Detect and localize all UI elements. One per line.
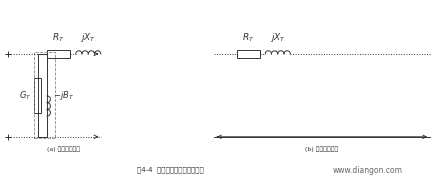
- Text: 图4-4  变压器电气参数等値电路: 图4-4 变压器电气参数等値电路: [137, 166, 203, 173]
- Text: (a) 厂型等値电路: (a) 厂型等値电路: [47, 147, 80, 152]
- Text: $R_T$: $R_T$: [52, 32, 65, 44]
- Bar: [34, 52, 55, 138]
- Text: $-jB_T$: $-jB_T$: [53, 89, 74, 102]
- Text: (b) 简化等値电路: (b) 简化等値电路: [306, 147, 339, 152]
- Text: $R_T$: $R_T$: [242, 32, 254, 44]
- Text: www.diangon.com: www.diangon.com: [332, 166, 402, 175]
- Text: $G_T$: $G_T$: [19, 89, 32, 102]
- Text: $jX_T$: $jX_T$: [270, 31, 286, 44]
- Text: $jX_T$: $jX_T$: [80, 31, 96, 44]
- Bar: [237, 50, 260, 58]
- Bar: [34, 78, 41, 113]
- Bar: [47, 50, 70, 58]
